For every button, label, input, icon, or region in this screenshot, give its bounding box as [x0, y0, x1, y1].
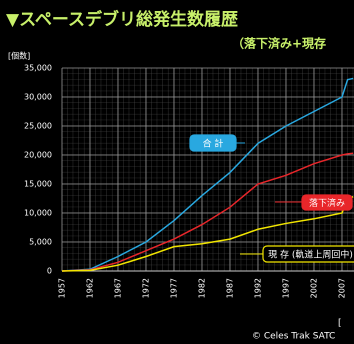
- y-tick-label: 10,000: [24, 209, 52, 218]
- source: © Celes Trak SATC: [252, 332, 335, 342]
- y-tick-label: 5,000: [29, 238, 52, 247]
- chart-title: ▼スペースデブリ総発生数履歴: [6, 9, 238, 30]
- legend-box: [262, 245, 354, 263]
- x-tick-label: 2002: [310, 278, 319, 298]
- line: [61, 152, 354, 272]
- x-tick-label: 1957: [58, 278, 67, 298]
- y-tick-label: 35,000: [24, 64, 52, 73]
- line: [61, 196, 354, 272]
- chart-subtitle: （落下済み+現存: [232, 36, 326, 51]
- y-tick-label: 0: [47, 267, 52, 276]
- y-axis-label: [個数]: [8, 51, 30, 61]
- y-tick-label: 25,000: [24, 122, 52, 131]
- legend-label: 合 計: [203, 138, 224, 150]
- x-tick-label: 1997: [282, 278, 291, 298]
- y-tick-label: 20,000: [24, 151, 52, 160]
- legend-box: [301, 194, 353, 211]
- x-tick-label: 1982: [198, 278, 207, 298]
- x-tick-label: 1992: [254, 278, 263, 298]
- x-tick-label: 1962: [86, 278, 95, 298]
- x-tick-label: 1967: [114, 278, 123, 298]
- x-tick-label: 1977: [170, 278, 179, 298]
- y-tick-label: 30,000: [24, 93, 52, 102]
- minor-grid: [62, 68, 354, 271]
- x-tick-label: 1987: [226, 278, 235, 298]
- legend-label: 現 存 (軌道上周回中): [268, 249, 353, 261]
- legend-label: 落下済み: [309, 197, 345, 209]
- y-tick-label: 15,000: [24, 180, 52, 189]
- legend-box: [189, 134, 237, 152]
- line: [61, 77, 354, 272]
- x-tick-label: 2007: [338, 278, 347, 298]
- x-axis-label: [: [338, 319, 342, 329]
- x-tick-label: 1972: [142, 278, 151, 298]
